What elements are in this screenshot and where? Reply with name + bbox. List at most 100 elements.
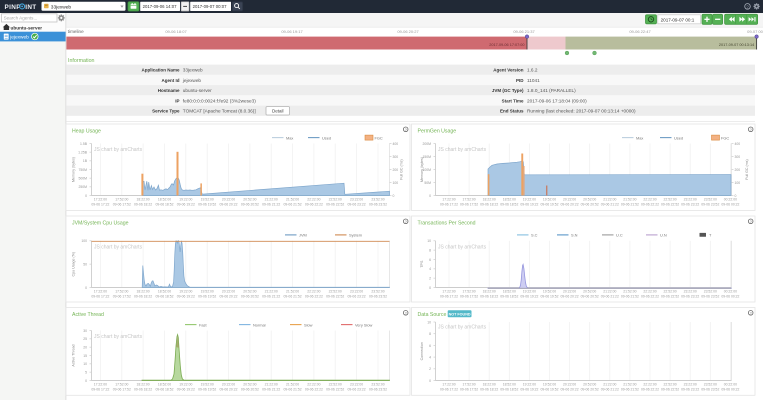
svg-text:20: 20 xyxy=(83,346,87,350)
svg-text:22:22:00: 22:22:00 xyxy=(643,383,656,387)
svg-text:17:52:00: 17:52:00 xyxy=(462,290,475,294)
svg-text:09-06 17:52: 09-06 17:52 xyxy=(460,295,478,299)
svg-text:10: 10 xyxy=(427,320,431,324)
svg-text:200: 200 xyxy=(393,168,399,172)
svg-text:09-06 20:52: 09-06 20:52 xyxy=(241,203,259,207)
svg-text:09-06 22:47: 09-06 22:47 xyxy=(629,29,651,34)
svg-text:17:22:00: 17:22:00 xyxy=(442,383,455,387)
svg-text:20:52:00: 20:52:00 xyxy=(243,383,256,387)
svg-text:22:52:00: 22:52:00 xyxy=(329,198,342,202)
svg-text:Running (last checked: 2017-09: Running (last checked: 2017-09-07 00:13:… xyxy=(527,109,636,114)
svg-text:09-06 22:22: 09-06 22:22 xyxy=(305,388,323,392)
svg-text:23:52:00: 23:52:00 xyxy=(371,290,384,294)
svg-text:2017-09-06 14:07: 2017-09-06 14:07 xyxy=(143,4,178,9)
svg-text:09-06 21:22: 09-06 21:22 xyxy=(601,295,619,299)
svg-text:FGC: FGC xyxy=(375,135,383,140)
svg-text:6: 6 xyxy=(429,258,431,262)
svg-text:21:22:00: 21:22:00 xyxy=(265,383,278,387)
svg-text:09-06 22:22: 09-06 22:22 xyxy=(641,388,659,392)
svg-text:20:22:00: 20:22:00 xyxy=(222,290,235,294)
svg-text:22:52:00: 22:52:00 xyxy=(663,383,676,387)
svg-text:17:22:00: 17:22:00 xyxy=(94,383,107,387)
svg-text:09-06 22:22: 09-06 22:22 xyxy=(305,203,323,207)
svg-text:S.C: S.C xyxy=(531,233,538,238)
svg-text:jejexweb: jejexweb xyxy=(9,35,29,41)
svg-text:Full GC (ms): Full GC (ms) xyxy=(745,159,749,179)
svg-text:09-06 20:52: 09-06 20:52 xyxy=(581,203,599,207)
svg-text:09-06 19:17: 09-06 19:17 xyxy=(281,29,303,34)
svg-text:09-06 23:52: 09-06 23:52 xyxy=(701,388,719,392)
svg-text:End Status: End Status xyxy=(500,109,524,114)
svg-text:Normal: Normal xyxy=(253,322,266,327)
svg-text:0: 0 xyxy=(429,286,431,290)
svg-text:23:52:00: 23:52:00 xyxy=(704,383,717,387)
svg-text:Full GC (ms): Full GC (ms) xyxy=(400,159,404,179)
svg-text:750M: 750M xyxy=(79,168,88,172)
svg-text:09-06 17:52: 09-06 17:52 xyxy=(113,203,131,207)
svg-text:22:52:00: 22:52:00 xyxy=(663,198,676,202)
svg-text:?: ? xyxy=(405,311,407,315)
svg-text:19:22:00: 19:22:00 xyxy=(179,198,192,202)
svg-text:17:52:00: 17:52:00 xyxy=(115,290,128,294)
svg-text:2017-09-06 17:18:04 (09:00): 2017-09-06 17:18:04 (09:00) xyxy=(527,98,587,103)
svg-text:1B: 1B xyxy=(83,159,88,163)
svg-text:400: 400 xyxy=(735,142,741,146)
svg-text:09-06 21:37: 09-06 21:37 xyxy=(513,29,535,34)
svg-text:ubuntu-server: ubuntu-server xyxy=(11,26,43,31)
svg-text:21:52:00: 21:52:00 xyxy=(286,383,299,387)
svg-text:23:52:00: 23:52:00 xyxy=(371,198,384,202)
svg-text:09-06 22:52: 09-06 22:52 xyxy=(326,295,344,299)
svg-text:100M: 100M xyxy=(423,168,432,172)
svg-text:2: 2 xyxy=(429,367,431,371)
svg-text:19:52:00: 19:52:00 xyxy=(201,290,214,294)
svg-text:18:22:00: 18:22:00 xyxy=(483,290,496,294)
svg-text:09-06 21:22: 09-06 21:22 xyxy=(601,203,619,207)
svg-text:20:52:00: 20:52:00 xyxy=(583,383,596,387)
svg-text:5: 5 xyxy=(85,371,87,375)
svg-text:JS chart by amCharts: JS chart by amCharts xyxy=(438,324,487,330)
svg-text:8: 8 xyxy=(429,249,431,253)
svg-text:1.25B: 1.25B xyxy=(78,151,88,155)
svg-text:200M: 200M xyxy=(423,142,432,146)
svg-text:200: 200 xyxy=(735,168,741,172)
svg-text:09-06 20:27: 09-06 20:27 xyxy=(397,29,419,34)
svg-text:21:22:00: 21:22:00 xyxy=(265,290,278,294)
svg-text:Agent Id: Agent Id xyxy=(162,78,180,83)
svg-text:23:52:00: 23:52:00 xyxy=(371,383,384,387)
svg-text:18:52:00: 18:52:00 xyxy=(503,198,516,202)
svg-text:09-06 20:22: 09-06 20:22 xyxy=(219,388,237,392)
svg-text:25: 25 xyxy=(83,337,87,341)
svg-text:21:52:00: 21:52:00 xyxy=(286,198,299,202)
svg-text:00:22:00: 00:22:00 xyxy=(724,290,737,294)
svg-text:250M: 250M xyxy=(79,185,88,189)
svg-text:17:52:00: 17:52:00 xyxy=(115,198,128,202)
svg-text:09-06 20:22: 09-06 20:22 xyxy=(219,295,237,299)
svg-text:100: 100 xyxy=(735,181,741,185)
svg-text:09-06 00:22: 09-06 00:22 xyxy=(721,388,739,392)
svg-text:17:22:00: 17:22:00 xyxy=(94,290,107,294)
svg-text:Memory (bytes): Memory (bytes) xyxy=(420,157,424,182)
svg-text:Start Time: Start Time xyxy=(502,98,524,103)
svg-text:09-06 19:22: 09-06 19:22 xyxy=(520,203,538,207)
svg-text:TPS: TPS xyxy=(420,260,424,268)
svg-text:19:52:00: 19:52:00 xyxy=(201,198,214,202)
svg-text:Information: Information xyxy=(68,58,95,64)
svg-text:FGC: FGC xyxy=(721,135,729,140)
svg-text:22:22:00: 22:22:00 xyxy=(643,290,656,294)
svg-text:09-06 22:22: 09-06 22:22 xyxy=(305,295,323,299)
svg-text:100: 100 xyxy=(81,239,87,243)
svg-text:09-06 21:52: 09-06 21:52 xyxy=(284,388,302,392)
svg-text:09-06 19:22: 09-06 19:22 xyxy=(177,203,195,207)
svg-text:09-06 18:22: 09-06 18:22 xyxy=(134,203,152,207)
svg-text:IP: IP xyxy=(175,98,179,103)
svg-text:17:22:00: 17:22:00 xyxy=(94,198,107,202)
svg-text:09-06 19:22: 09-06 19:22 xyxy=(520,295,538,299)
svg-text:10: 10 xyxy=(427,239,431,243)
svg-text:S.N: S.N xyxy=(571,233,578,238)
svg-text:17:22:00: 17:22:00 xyxy=(442,198,455,202)
svg-text:18:22:00: 18:22:00 xyxy=(136,383,149,387)
svg-text:?: ? xyxy=(750,311,752,315)
svg-text:09-06 21:22: 09-06 21:22 xyxy=(262,388,280,392)
svg-text:09-06 17:22: 09-06 17:22 xyxy=(91,203,109,207)
svg-text:00:22:00: 00:22:00 xyxy=(724,198,737,202)
